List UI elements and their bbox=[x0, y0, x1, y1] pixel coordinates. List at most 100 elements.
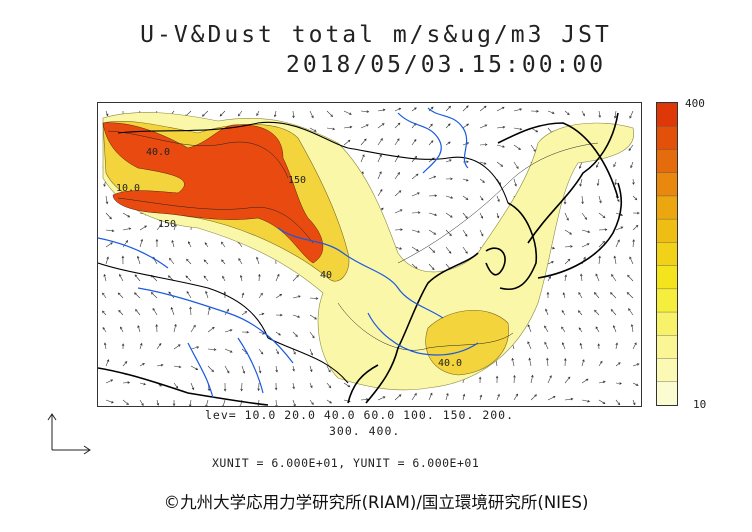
wind-vector-arrow bbox=[581, 243, 590, 248]
colorbar-band bbox=[657, 381, 677, 405]
wind-vector-arrow bbox=[173, 344, 181, 350]
wind-vector-arrow bbox=[547, 110, 555, 114]
wind-vector-arrow bbox=[547, 396, 556, 401]
wind-vector-arrow bbox=[513, 161, 519, 170]
wind-vector-arrow bbox=[377, 396, 386, 401]
wind-vector-arrow bbox=[561, 309, 566, 316]
wind-vector-arrow bbox=[632, 342, 637, 350]
wind-vector-arrow bbox=[275, 313, 283, 317]
wind-vector-arrow bbox=[628, 144, 634, 151]
wind-vector-arrow bbox=[186, 258, 192, 265]
wind-vector-arrow bbox=[275, 331, 281, 336]
wind-vector-arrow bbox=[224, 329, 233, 333]
wind-vector-arrow bbox=[581, 399, 591, 403]
wind-vector-arrow bbox=[326, 127, 336, 131]
wind-vector-arrow bbox=[326, 399, 332, 404]
wind-vector-arrow bbox=[394, 107, 402, 112]
wind-vector-arrow bbox=[547, 375, 552, 384]
wind-vector-arrow bbox=[394, 122, 401, 129]
wind-vector-arrow bbox=[170, 306, 175, 316]
wind-vector-arrow bbox=[139, 238, 144, 248]
wind-vector-arrow bbox=[171, 239, 175, 248]
wind-vector-arrow bbox=[527, 341, 532, 350]
wind-vector-arrow bbox=[411, 229, 421, 233]
wind-vector-arrow bbox=[445, 195, 454, 199]
wind-vector-arrow bbox=[612, 325, 617, 333]
wind-vector-arrow bbox=[169, 257, 175, 265]
wind-vector-arrow bbox=[428, 246, 436, 253]
colorbar-band bbox=[657, 149, 677, 174]
country-borders bbox=[98, 121, 509, 384]
contour-label: 150 bbox=[288, 175, 306, 186]
wind-vector-arrow bbox=[224, 365, 230, 374]
wind-vector-arrow bbox=[394, 228, 403, 232]
wind-vector-arrow bbox=[292, 399, 296, 406]
wind-vector-arrow bbox=[155, 324, 159, 333]
wind-vector-arrow bbox=[564, 274, 568, 282]
wind-vector-arrow bbox=[377, 171, 382, 180]
wind-vector-arrow bbox=[564, 358, 567, 367]
wind-vector-arrow bbox=[598, 360, 603, 367]
wind-vector-arrow bbox=[273, 110, 277, 118]
wind-vector-arrow bbox=[578, 161, 583, 169]
wind-vector-arrow bbox=[581, 195, 584, 205]
wind-vector-arrow bbox=[258, 273, 261, 282]
wind-vector-arrow bbox=[578, 327, 583, 333]
wind-vector-arrow bbox=[172, 399, 176, 406]
wind-vector-arrow bbox=[122, 227, 132, 231]
wind-vector-arrow bbox=[309, 399, 314, 406]
wind-vector-arrow bbox=[190, 324, 196, 333]
wind-vector-arrow bbox=[479, 143, 488, 146]
wind-vector-arrow bbox=[292, 382, 296, 390]
wind-vector-arrow bbox=[564, 376, 571, 384]
wind-vector-arrow bbox=[564, 245, 573, 248]
wind-vector-arrow bbox=[309, 127, 317, 132]
wind-vector-arrow bbox=[627, 274, 634, 282]
wind-vector-arrow bbox=[598, 380, 606, 384]
wind-vector-arrow bbox=[530, 374, 534, 384]
contour-label: 150 bbox=[158, 219, 176, 230]
wind-vector-arrow bbox=[119, 273, 124, 282]
wind-vector-arrow bbox=[411, 139, 417, 146]
wind-vector-arrow bbox=[579, 273, 583, 282]
colorbar-band bbox=[657, 242, 677, 267]
wind-vector-arrow bbox=[326, 382, 332, 389]
dust-wind-map: 40.0 150 150 10.0 40.0 40 bbox=[97, 102, 642, 407]
wind-vector-arrow bbox=[445, 141, 451, 146]
wind-vector-arrow bbox=[462, 246, 468, 254]
wind-vector-arrow bbox=[343, 382, 351, 388]
wind-vector-arrow bbox=[610, 308, 617, 316]
wind-vector-arrow bbox=[479, 161, 487, 165]
wind-vector-arrow bbox=[188, 399, 192, 406]
wind-vector-arrow bbox=[462, 229, 468, 237]
wind-vector-arrow bbox=[581, 378, 589, 384]
wind-vector-arrow bbox=[105, 256, 109, 265]
wind-vector-arrow bbox=[102, 292, 107, 299]
wind-vector-arrow bbox=[326, 365, 331, 373]
wind-vector-arrow bbox=[632, 239, 635, 248]
wind-vector-arrow bbox=[546, 357, 549, 367]
wind-vector-arrow bbox=[190, 365, 199, 370]
wind-vector-arrow bbox=[258, 348, 264, 355]
wind-vector-arrow bbox=[578, 291, 583, 299]
wind-vector-arrow bbox=[394, 394, 402, 401]
wind-vector-arrow bbox=[203, 259, 209, 265]
wind-vector-arrow bbox=[528, 357, 532, 367]
wind-vector-arrow bbox=[479, 229, 484, 237]
wind-vector-arrow bbox=[428, 123, 433, 129]
wind-vector-arrow bbox=[360, 110, 370, 113]
wind-vector-arrow bbox=[221, 399, 226, 406]
vector-unit-line: XUNIT = 6.000E+01, YUNIT = 6.000E+01 bbox=[212, 456, 480, 470]
wind-vector-arrow bbox=[594, 309, 600, 316]
wind-vector-arrow bbox=[428, 175, 437, 180]
wind-vector-arrow bbox=[530, 109, 539, 113]
wind-vector-arrow bbox=[122, 212, 131, 218]
wind-vector-arrow bbox=[581, 359, 585, 367]
wind-vector-arrow bbox=[478, 376, 482, 384]
colorbar-band bbox=[657, 103, 677, 127]
wind-vector-arrow bbox=[547, 261, 554, 265]
wind-vector-arrow bbox=[632, 195, 638, 201]
contour-label: 40 bbox=[320, 270, 332, 281]
wind-vector-arrow bbox=[134, 292, 141, 299]
wind-vector-arrow bbox=[632, 224, 639, 231]
